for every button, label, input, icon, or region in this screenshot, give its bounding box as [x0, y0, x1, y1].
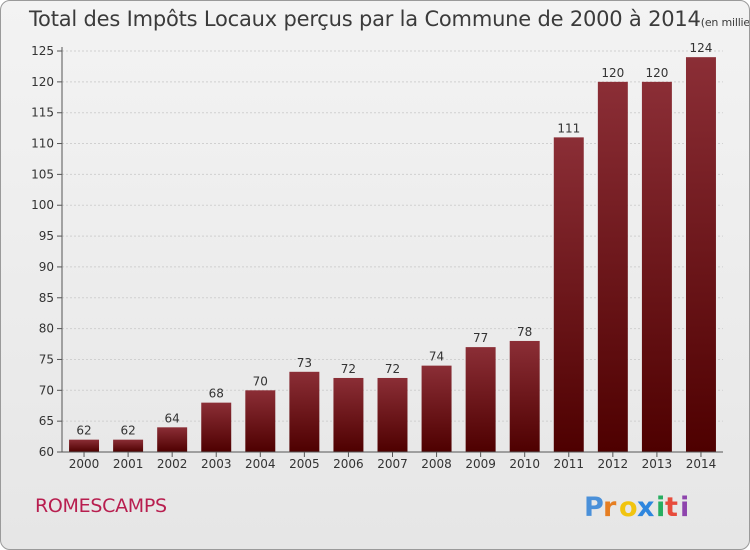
- title-text: Total des Impôts Locaux perçus par la Co…: [29, 7, 701, 31]
- y-tick-label: 60: [39, 445, 54, 459]
- x-tick-label: 2009: [465, 457, 496, 471]
- data-label: 111: [557, 121, 580, 135]
- proxiti-logo: P r o x i t i: [584, 492, 689, 523]
- x-tick-label: 2003: [201, 457, 232, 471]
- y-tick-label: 75: [39, 352, 54, 366]
- bar: [641, 81, 672, 452]
- x-tick-label: 2010: [509, 457, 540, 471]
- y-tick-label: 80: [39, 322, 54, 336]
- y-tick-label: 70: [39, 383, 54, 397]
- svg-text:P: P: [584, 492, 604, 523]
- bar: [509, 340, 540, 452]
- data-label: 124: [690, 41, 713, 55]
- bar: [289, 371, 320, 452]
- x-tick-label: 2000: [69, 457, 100, 471]
- y-tick-label: 95: [39, 229, 54, 243]
- bar: [685, 57, 716, 453]
- y-tick-label: 115: [31, 106, 54, 120]
- bar: [421, 365, 452, 452]
- bar: [69, 439, 100, 452]
- x-tick-label: 2002: [157, 457, 188, 471]
- y-tick-label: 65: [39, 414, 54, 428]
- data-label: 70: [253, 374, 268, 388]
- y-tick-label: 100: [31, 198, 54, 212]
- data-label: 120: [601, 66, 624, 80]
- x-tick-label: 2006: [333, 457, 364, 471]
- bar: [465, 347, 496, 452]
- data-label: 72: [341, 362, 356, 376]
- x-tick-label: 2005: [289, 457, 320, 471]
- x-tick-label: 2001: [113, 457, 144, 471]
- x-tick-label: 2004: [245, 457, 276, 471]
- bar: [201, 402, 232, 452]
- axes: [57, 47, 723, 457]
- bars: [69, 57, 716, 453]
- x-tick-label: 2007: [377, 457, 408, 471]
- data-label: 77: [473, 331, 488, 345]
- data-label: 72: [385, 362, 400, 376]
- y-tick-label: 105: [31, 167, 54, 181]
- bar: [113, 439, 144, 452]
- y-tick-label: 125: [31, 44, 54, 58]
- bar: [597, 81, 628, 452]
- svg-text:i: i: [656, 492, 665, 523]
- svg-text:i: i: [680, 492, 689, 523]
- svg-text:x: x: [637, 492, 654, 523]
- bar: [553, 137, 584, 452]
- data-label: 120: [645, 66, 668, 80]
- svg-text:r: r: [603, 492, 617, 523]
- unit-note: (en milliers d'€): [700, 16, 750, 29]
- bar: [157, 427, 188, 452]
- bar: [333, 377, 364, 452]
- x-tick-label: 2014: [686, 457, 717, 471]
- y-tick-label: 90: [39, 260, 54, 274]
- svg-text:t: t: [665, 492, 678, 523]
- x-tick-label: 2013: [642, 457, 673, 471]
- x-tick-label: 2012: [598, 457, 629, 471]
- svg-text:o: o: [619, 492, 638, 523]
- data-label: 62: [76, 424, 91, 438]
- bar: [377, 377, 408, 452]
- labels: 60 65 70 75 80 85 90 95 100 105 110 115 120 125 62 2000…: [31, 41, 716, 471]
- x-tick-label: 2008: [421, 457, 452, 471]
- chart-title: Total des Impôts Locaux perçus par la Co…: [29, 7, 750, 31]
- data-label: 73: [297, 356, 312, 370]
- data-label: 78: [517, 325, 532, 339]
- bar: [245, 390, 276, 452]
- data-label: 68: [209, 387, 224, 401]
- x-tick-label: 2011: [553, 457, 584, 471]
- data-label: 64: [165, 411, 180, 425]
- data-label: 74: [429, 350, 444, 364]
- y-tick-label: 85: [39, 291, 54, 305]
- data-label: 62: [120, 424, 135, 438]
- commune-name: ROMESCAMPS: [35, 495, 167, 517]
- y-tick-label: 120: [31, 75, 54, 89]
- y-tick-label: 110: [31, 137, 54, 151]
